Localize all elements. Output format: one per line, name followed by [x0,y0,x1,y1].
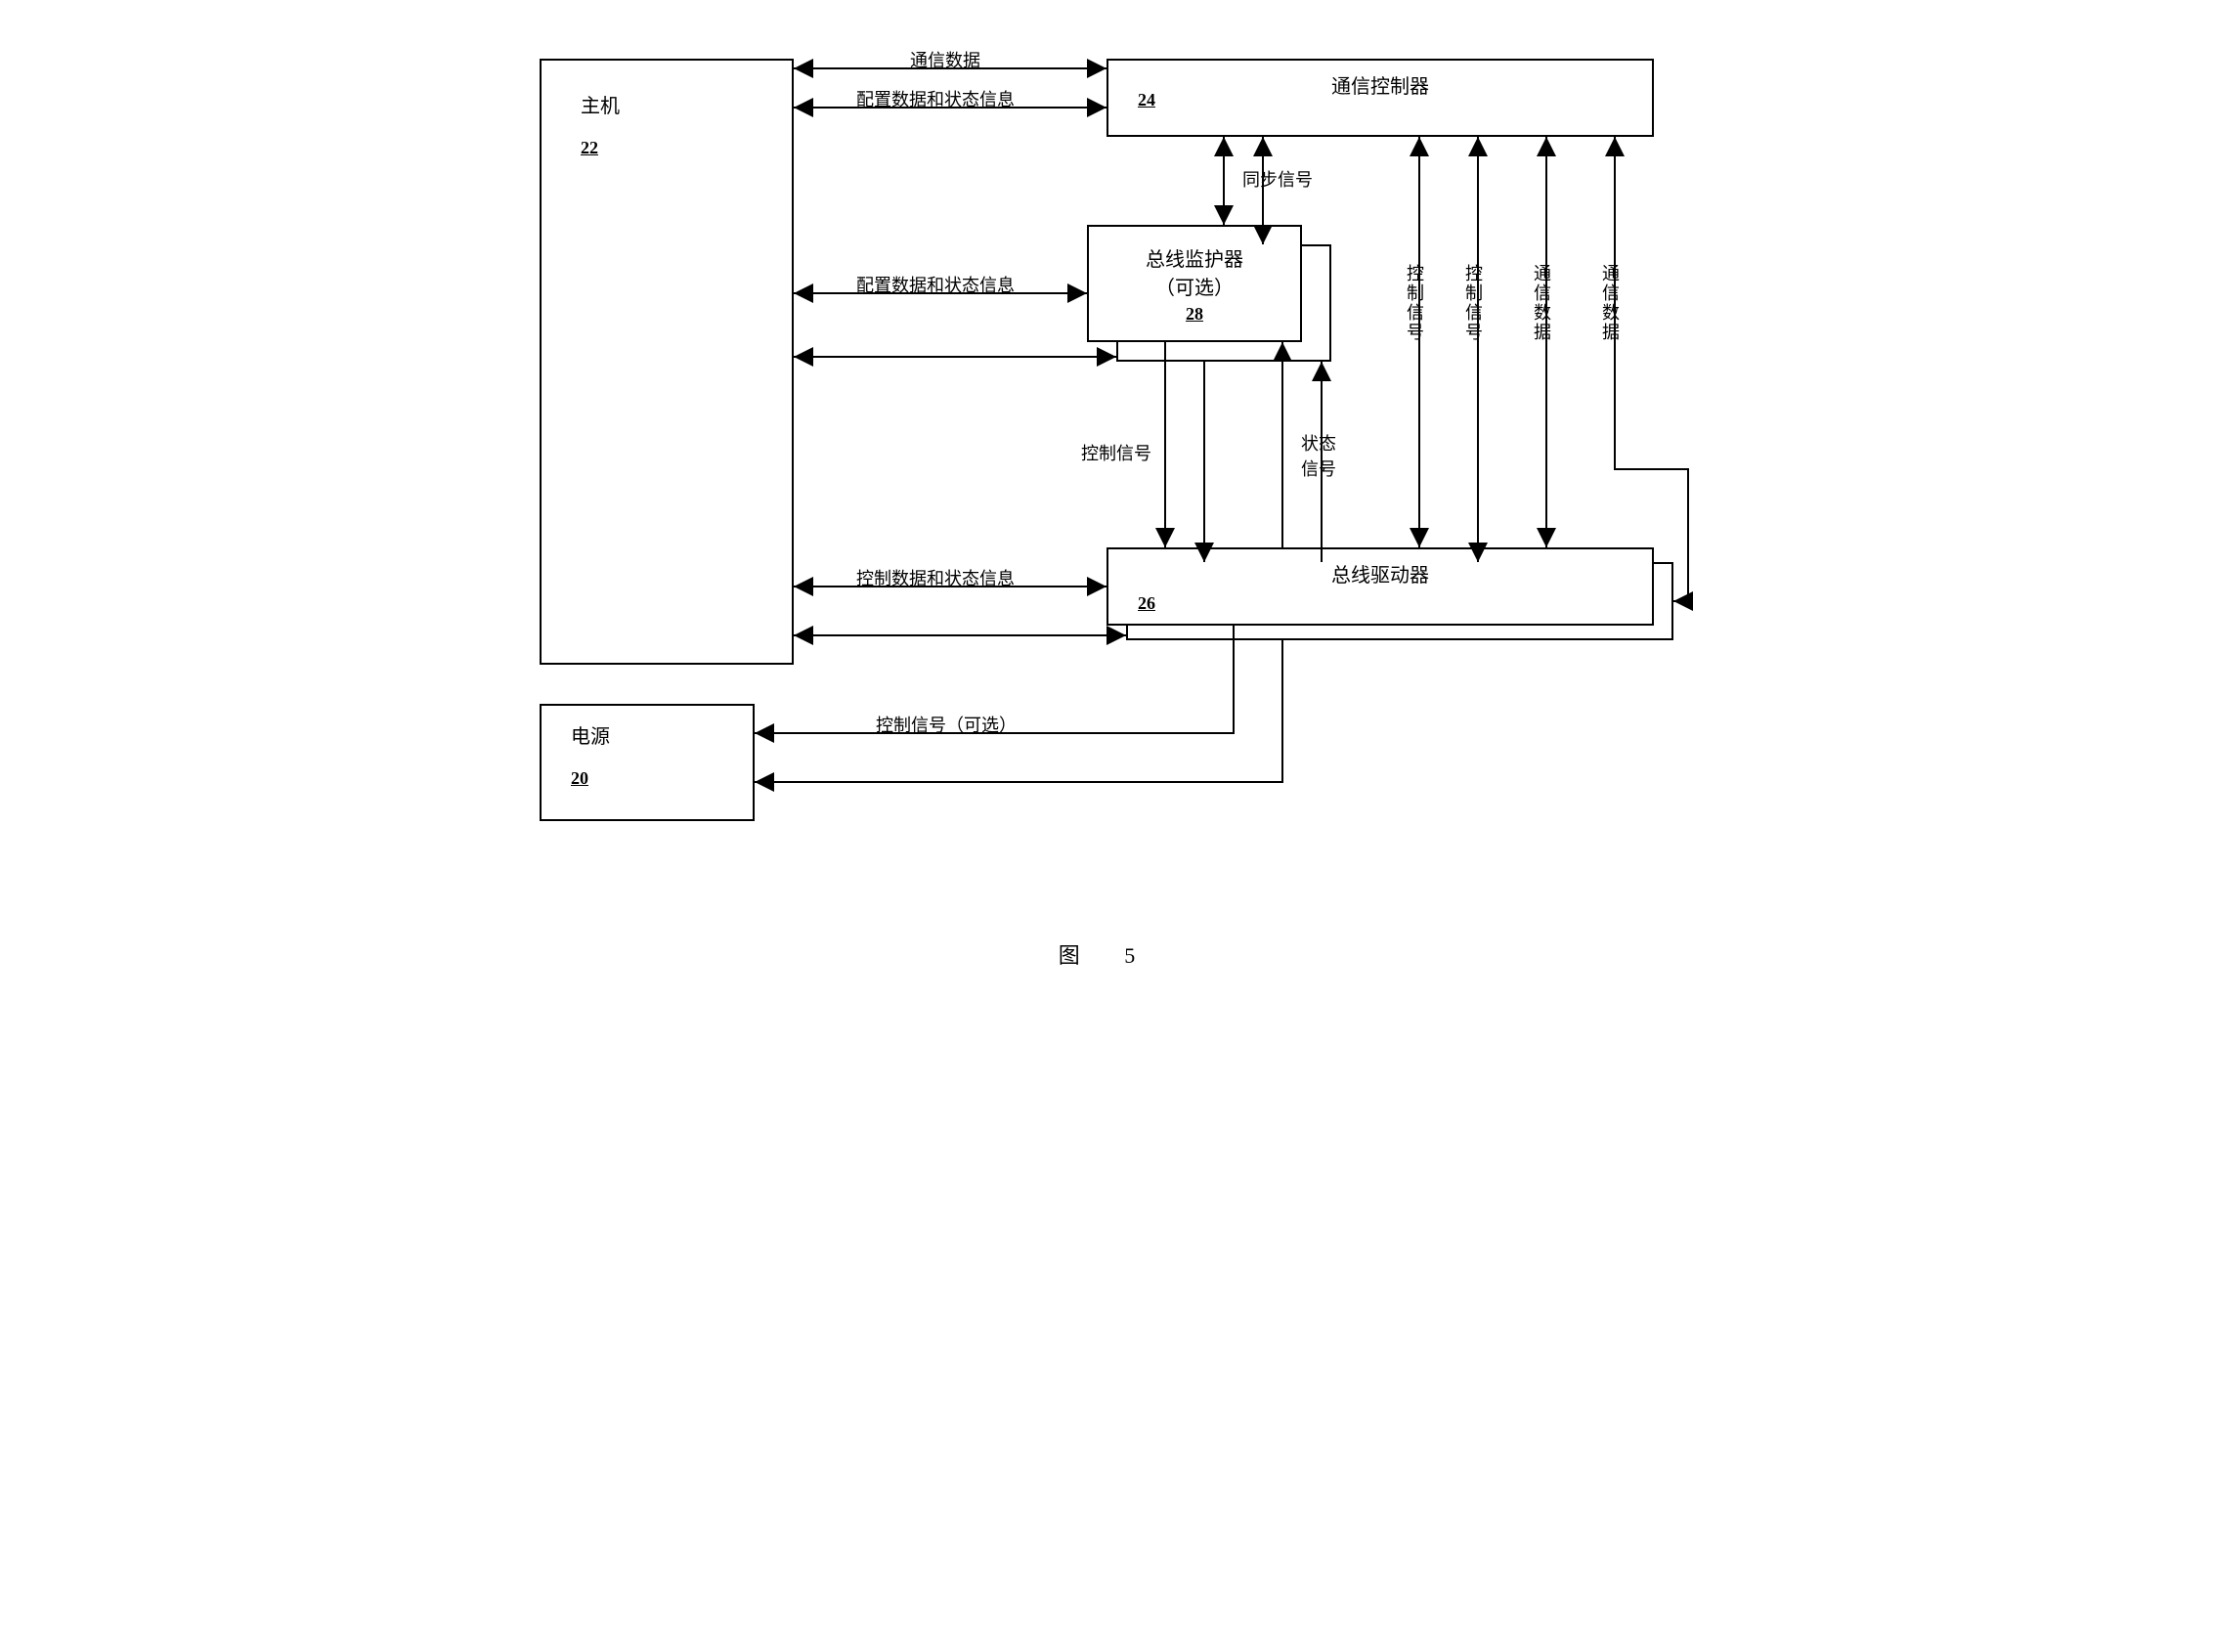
figure-caption: 图 5 [39,938,2174,970]
bus-guardian-label: 总线监护器 [1146,243,1243,272]
label-config-status-1: 配置数据和状态信息 [852,86,1019,111]
label-comm-data-top: 通信数据 [906,47,984,72]
power-box: 电源 20 [540,704,755,821]
host-label: 主机 [581,90,620,118]
comm-controller-label: 通信控制器 [1331,70,1429,99]
bus-driver-label: 总线驱动器 [1331,559,1429,587]
bus-guardian-box: 总线监护器 （可选） 28 [1087,225,1302,342]
comm-controller-box: 24 通信控制器 [1106,59,1654,137]
comm-controller-num: 24 [1138,90,1155,110]
bus-guardian-num: 28 [1186,304,1203,325]
power-label: 电源 [571,720,610,749]
label-control-signal-bg: 控制信号 [1077,440,1155,465]
label-config-status-2: 配置数据和状态信息 [852,272,1019,297]
bus-driver-num: 26 [1138,593,1155,614]
label-vert-ctrl2: 控制信号 [1456,264,1490,342]
power-num: 20 [571,768,588,789]
label-ctrl-data-status: 控制数据和状态信息 [852,565,1019,590]
label-vert-ctrl1: 控制信号 [1398,264,1431,342]
label-vert-comm1: 通信数据 [1525,264,1558,342]
diagram-container: 主机 22 24 通信控制器 总线监护器 （可选） 28 总线驱动器 26 电源… [520,39,1693,919]
host-num: 22 [581,138,598,158]
label-status-signal-bg: 状态信号 [1297,430,1340,481]
bus-guardian-sublabel: （可选） [1155,272,1234,300]
label-vert-comm2: 通信数据 [1593,264,1627,342]
label-sync-signal: 同步信号 [1238,166,1317,192]
bus-driver-box: 总线驱动器 26 [1106,547,1654,626]
host-box: 主机 22 [540,59,794,665]
label-ctrl-sig-opt: 控制信号（可选） [872,712,1020,737]
